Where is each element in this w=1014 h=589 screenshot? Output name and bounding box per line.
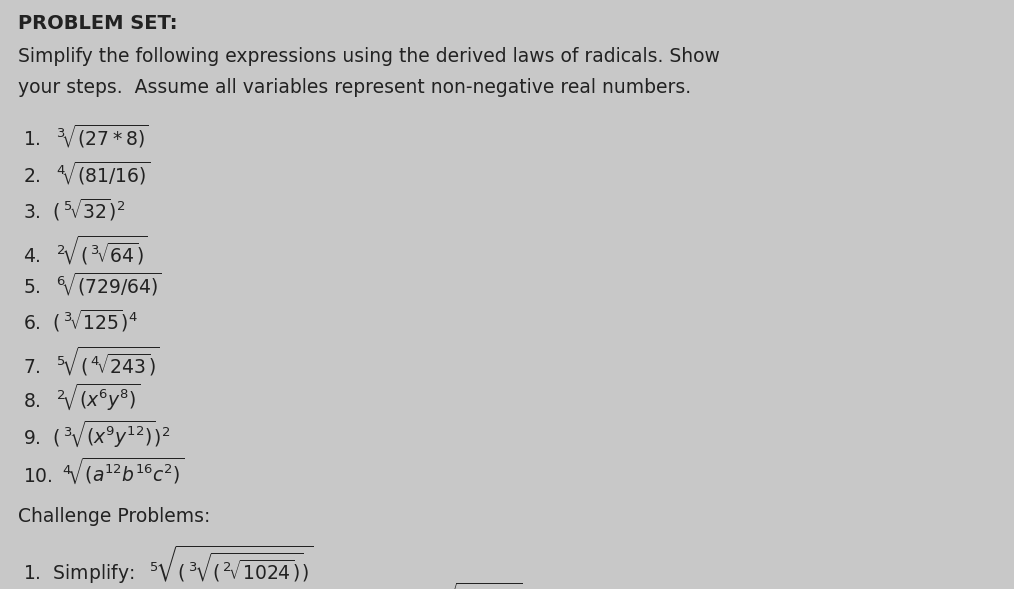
Text: your steps.  Assume all variables represent non-negative real numbers.: your steps. Assume all variables represe… [18,78,692,97]
Text: Challenge Problems:: Challenge Problems: [18,507,210,526]
Text: 4.  $\,^2\!\sqrt{(\,^3\!\sqrt{64})}$: 4. $\,^2\!\sqrt{(\,^3\!\sqrt{64})}$ [23,234,148,267]
Text: 5.  $\,^6\!\sqrt{(729 / 64)}$: 5. $\,^6\!\sqrt{(729 / 64)}$ [23,271,162,298]
Text: Simplify the following expressions using the derived laws of radicals. Show: Simplify the following expressions using… [18,47,720,66]
Text: 6.  $(\,^3\!\sqrt{125})^4$: 6. $(\,^3\!\sqrt{125})^4$ [23,308,138,334]
Text: 3.  $(\,^5\!\sqrt{32})^2$: 3. $(\,^5\!\sqrt{32})^2$ [23,197,126,223]
Text: 1.  Simplify:  $\,^5\!\sqrt{(\,^3\!\sqrt{(\,^2\!\sqrt{1024})})}$: 1. Simplify: $\,^5\!\sqrt{(\,^3\!\sqrt{(… [23,544,313,586]
Text: 2.  Derive a general formula for simplifying $\,^n\!\sqrt{(a^{\wedge}kn)}$ where: 2. Derive a general formula for simplify… [23,581,720,589]
Text: 9.  $(\,^3\!\sqrt{(x^9y^{12})})^2$: 9. $(\,^3\!\sqrt{(x^9y^{12})})^2$ [23,419,170,450]
Text: PROBLEM SET:: PROBLEM SET: [18,14,177,33]
Text: 10. $\,^4\!\sqrt{(a^{12}b^{16}c^2)}$: 10. $\,^4\!\sqrt{(a^{12}b^{16}c^2)}$ [23,456,185,487]
Text: 1.  $\,^3\!\sqrt{(27 * 8)}$: 1. $\,^3\!\sqrt{(27 * 8)}$ [23,123,149,150]
Text: 7.  $\,^5\!\sqrt{(\,^4\!\sqrt{243})}$: 7. $\,^5\!\sqrt{(\,^4\!\sqrt{243})}$ [23,345,160,379]
Text: 2.  $\,^4\!\sqrt{(81 / 16)}$: 2. $\,^4\!\sqrt{(81 / 16)}$ [23,160,150,187]
Text: 8.  $\,^2\!\sqrt{(x^6y^8)}$: 8. $\,^2\!\sqrt{(x^6y^8)}$ [23,382,140,413]
